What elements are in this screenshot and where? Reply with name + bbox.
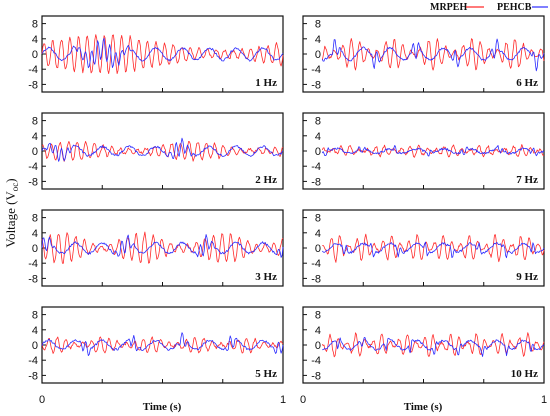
- y-tick-label-6-hz--4: -4: [311, 64, 321, 76]
- panel-label-10-hz: 10 Hz: [511, 368, 538, 380]
- panel-5-hz: 8 4 0 -4 -8 5 Hz: [28, 306, 284, 384]
- y-tick-label-6-hz-8: 8: [315, 19, 321, 31]
- y-tick-label-6-hz-0: 0: [315, 49, 321, 61]
- series-line-pehcb-7-hz: [321, 144, 545, 157]
- y-tick-label-3-hz-0: 0: [32, 243, 38, 255]
- y-tick-label-10-hz-8: 8: [315, 310, 321, 322]
- series-line-mrpeh-3-hz: [41, 231, 284, 264]
- panel-frame-2-hz: [41, 112, 284, 190]
- panel-10-hz: 8 4 0 -4 -8 10 Hz: [302, 306, 545, 384]
- y-tick-label-2-hz--8: -8: [28, 176, 38, 188]
- y-tick-label-2-hz-0: 0: [32, 146, 38, 158]
- panel-label-6-hz: 6 Hz: [516, 77, 538, 89]
- y-tick-label-9-hz-8: 8: [315, 213, 321, 225]
- series-line-pehcb-3-hz: [41, 234, 284, 258]
- y-tick-label-1-hz--8: -8: [28, 79, 38, 91]
- series-line-pehcb-10-hz: [322, 336, 545, 357]
- series-line-mrpeh-10-hz: [321, 332, 545, 358]
- y-tick-label-2-hz-8: 8: [32, 116, 38, 128]
- y-tick-label-3-hz-8: 8: [32, 213, 38, 225]
- y-tick-label-9-hz-0: 0: [315, 243, 321, 255]
- legend-label-pehcb: PEHCB: [497, 2, 532, 13]
- legend-label-mrpeh: MRPEH: [430, 2, 467, 13]
- x-tick-label-right-end: 1: [541, 394, 547, 406]
- series-line-mrpeh-7-hz: [321, 144, 545, 158]
- y-tick-label-3-hz-4: 4: [32, 228, 38, 240]
- series-line-pehcb-9-hz: [322, 241, 545, 259]
- x-tick-label-left-start: 0: [39, 394, 45, 406]
- series-line-mrpeh-5-hz: [41, 336, 284, 354]
- y-tick-label-7-hz-8: 8: [315, 116, 321, 128]
- panel-label-7-hz: 7 Hz: [516, 174, 538, 186]
- series-line-mrpeh-1-hz: [41, 34, 284, 74]
- panel-frame-6-hz: [302, 15, 545, 93]
- panels: 8 4 0 -4 -8 1 Hz 8 4 0 -4 -8 2 Hz 8 4 0 -4 -8 3 Hz 8 4 0 -4 -8…: [28, 15, 545, 384]
- y-tick-label-6-hz--8: -8: [311, 79, 321, 91]
- series-line-mrpeh-6-hz: [321, 38, 545, 71]
- x-axis-title-right: Time (s): [404, 401, 443, 413]
- y-tick-label-10-hz--8: -8: [311, 370, 321, 382]
- y-tick-label-10-hz-0: 0: [315, 340, 321, 352]
- panel-7-hz: 8 4 0 -4 -8 7 Hz: [302, 112, 545, 190]
- panel-6-hz: 8 4 0 -4 -8 6 Hz: [302, 15, 545, 93]
- y-tick-label-7-hz-4: 4: [315, 131, 321, 143]
- y-tick-label-7-hz--8: -8: [311, 176, 321, 188]
- panel-1-hz: 8 4 0 -4 -8 1 Hz: [28, 15, 284, 93]
- x-tick-label-right-start: 0: [300, 394, 306, 406]
- panel-label-5-hz: 5 Hz: [255, 368, 277, 380]
- y-tick-label-1-hz-4: 4: [32, 34, 38, 46]
- y-tick-label-5-hz-0: 0: [32, 340, 38, 352]
- series-line-pehcb-6-hz: [321, 38, 545, 72]
- y-tick-label-1-hz--4: -4: [28, 64, 38, 76]
- series-line-mrpeh-9-hz: [322, 233, 545, 263]
- y-axis-title: Voltage (Voc): [3, 178, 20, 247]
- y-tick-label-5-hz--4: -4: [28, 355, 38, 367]
- panel-label-2-hz: 2 Hz: [255, 174, 277, 186]
- y-tick-label-3-hz--4: -4: [28, 258, 38, 270]
- series-line-pehcb-2-hz: [41, 137, 284, 162]
- y-tick-label-3-hz--8: -8: [28, 273, 38, 285]
- y-tick-label-9-hz--8: -8: [311, 273, 321, 285]
- panel-2-hz: 8 4 0 -4 -8 2 Hz: [28, 112, 284, 190]
- y-tick-label-9-hz--4: -4: [311, 258, 321, 270]
- series-line-pehcb-1-hz: [41, 37, 284, 69]
- y-tick-label-7-hz--4: -4: [311, 161, 321, 173]
- series-line-mrpeh-2-hz: [41, 140, 284, 162]
- x-axis-title-left: Time (s): [143, 401, 182, 413]
- y-tick-label-5-hz-4: 4: [32, 325, 38, 337]
- y-tick-label-9-hz-4: 4: [315, 228, 321, 240]
- y-tick-label-2-hz-4: 4: [32, 131, 38, 143]
- y-tick-label-10-hz--4: -4: [311, 355, 321, 367]
- y-tick-label-1-hz-8: 8: [32, 19, 38, 31]
- panel-3-hz: 8 4 0 -4 -8 3 Hz: [28, 209, 284, 287]
- y-tick-label-6-hz-4: 4: [315, 34, 321, 46]
- series-line-pehcb-5-hz: [41, 332, 284, 357]
- y-tick-label-10-hz-4: 4: [315, 325, 321, 337]
- legend: MRPEH PEHCB: [430, 2, 548, 13]
- y-tick-label-5-hz--8: -8: [28, 370, 38, 382]
- panel-label-1-hz: 1 Hz: [255, 77, 277, 89]
- y-tick-label-2-hz--4: -4: [28, 161, 38, 173]
- y-tick-label-5-hz-8: 8: [32, 310, 38, 322]
- y-tick-label-1-hz-0: 0: [32, 49, 38, 61]
- panel-label-3-hz: 3 Hz: [255, 271, 277, 283]
- y-tick-label-7-hz-0: 0: [315, 146, 321, 158]
- panel-9-hz: 8 4 0 -4 -8 9 Hz: [302, 209, 545, 287]
- panel-label-9-hz: 9 Hz: [516, 271, 538, 283]
- x-tick-label-left-end: 1: [280, 394, 286, 406]
